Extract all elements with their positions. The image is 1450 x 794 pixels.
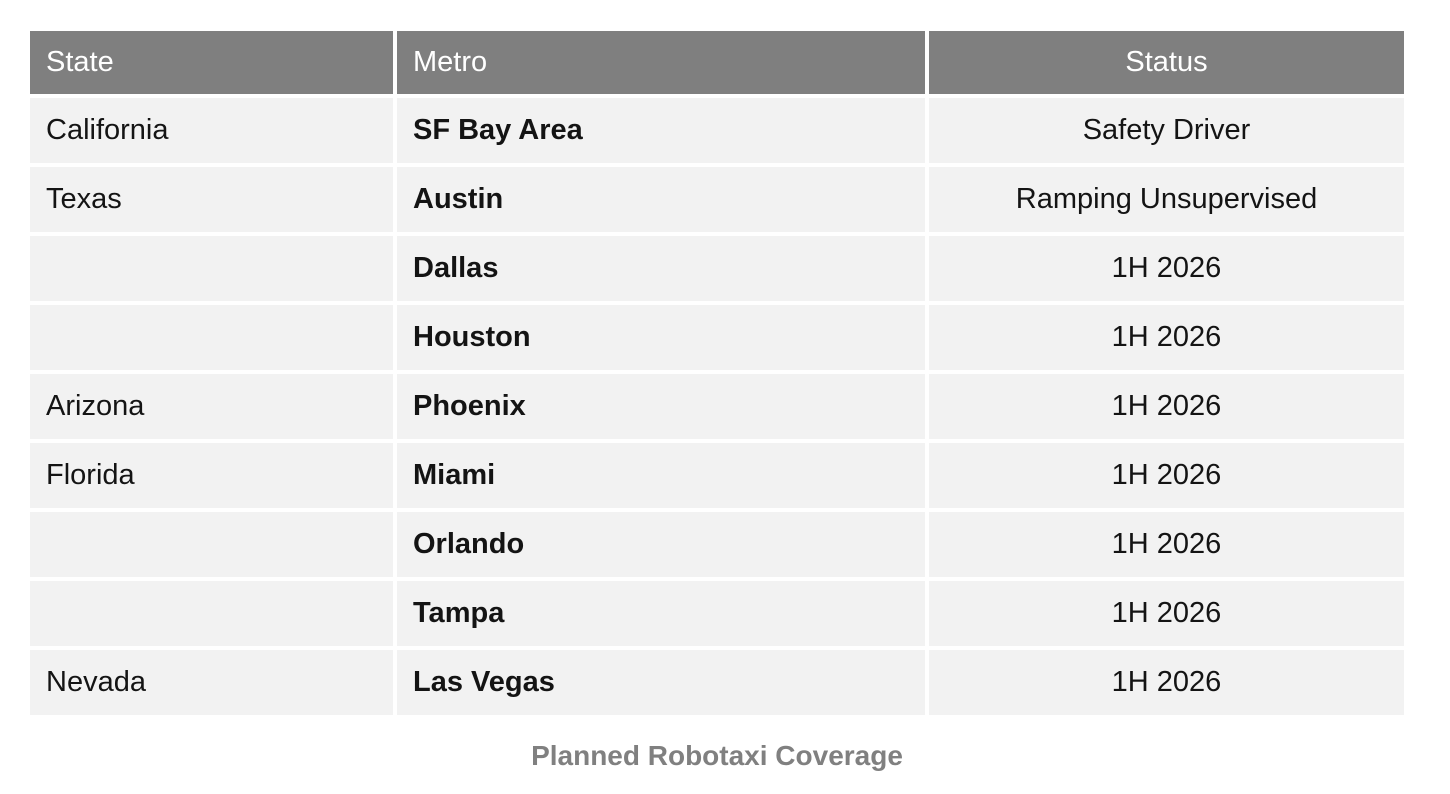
cell-state-row-2 [30, 236, 393, 301]
cell-state-row-6 [30, 512, 393, 577]
cell-status-row-3: 1H 2026 [929, 305, 1404, 370]
column-header-status: Status [929, 31, 1404, 94]
cell-status-row-8: 1H 2026 [929, 650, 1404, 715]
cell-metro-row-8: Las Vegas [397, 650, 925, 715]
cell-metro-row-4: Phoenix [397, 374, 925, 439]
cell-metro-row-5: Miami [397, 443, 925, 508]
cell-status-row-6: 1H 2026 [929, 512, 1404, 577]
table-caption: Planned Robotaxi Coverage [531, 740, 903, 771]
cell-status-row-7: 1H 2026 [929, 581, 1404, 646]
cell-metro-row-6: Orlando [397, 512, 925, 577]
cell-state-row-7 [30, 581, 393, 646]
cell-status-row-1: Ramping Unsupervised [929, 167, 1404, 232]
cell-metro-row-1: Austin [397, 167, 925, 232]
cell-state-row-0: California [30, 98, 393, 163]
cell-state-row-8: Nevada [30, 650, 393, 715]
cell-status-row-4: 1H 2026 [929, 374, 1404, 439]
cell-state-row-4: Arizona [30, 374, 393, 439]
cell-metro-row-2: Dallas [397, 236, 925, 301]
cell-status-row-2: 1H 2026 [929, 236, 1404, 301]
cell-state-row-3 [30, 305, 393, 370]
column-header-state: State [30, 31, 393, 94]
cell-state-row-1: Texas [30, 167, 393, 232]
coverage-table: State Metro Status California SF Bay Area Saf… [30, 31, 1404, 715]
cell-status-row-5: 1H 2026 [929, 443, 1404, 508]
cell-status-row-0: Safety Driver [929, 98, 1404, 163]
cell-metro-row-0: SF Bay Area [397, 98, 925, 163]
cell-metro-row-7: Tampa [397, 581, 925, 646]
cell-metro-row-3: Houston [397, 305, 925, 370]
cell-state-row-5: Florida [30, 443, 393, 508]
column-header-metro: Metro [397, 31, 925, 94]
